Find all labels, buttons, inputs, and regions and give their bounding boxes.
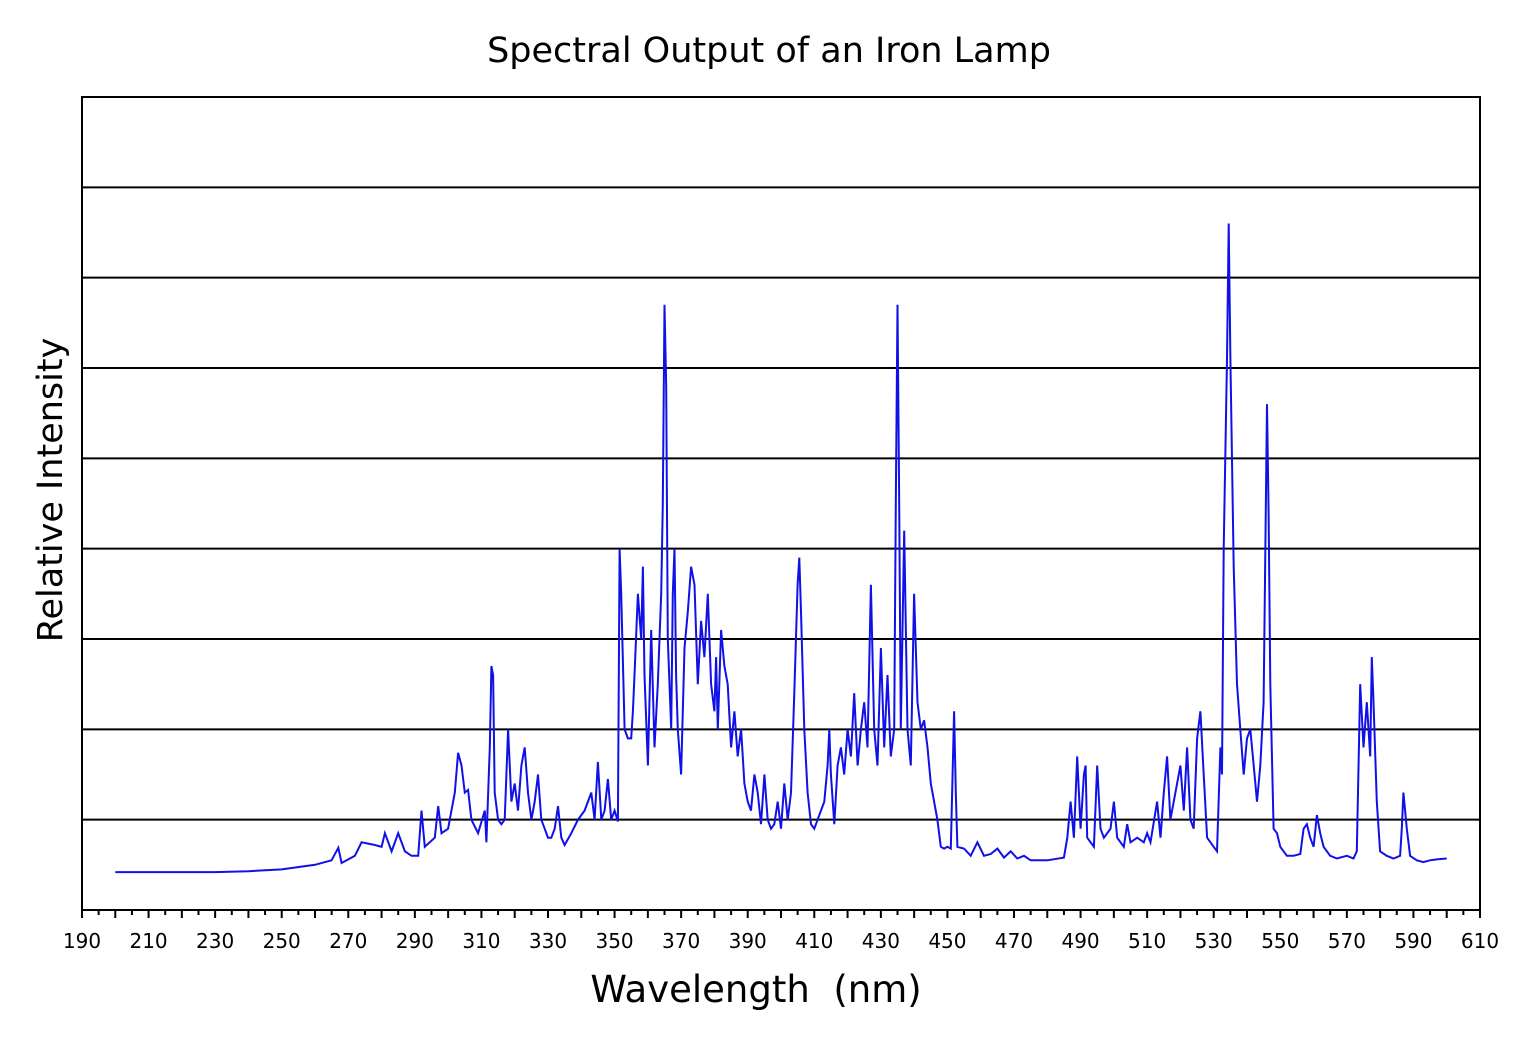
- x-axis-tick-labels: 190 210 230 250 270 290 310 330 350 370 390 410 430 4…: [63, 929, 1499, 953]
- x-tick-label: 510: [1128, 929, 1166, 953]
- x-tick-label: 390: [729, 929, 767, 953]
- x-tick-label: 590: [1394, 929, 1432, 953]
- x-tick-label: 470: [995, 929, 1033, 953]
- x-tick-label: 270: [329, 929, 367, 953]
- x-tick-label: 350: [595, 929, 633, 953]
- gridlines: [82, 186, 1480, 821]
- x-tick-label: 250: [263, 929, 301, 953]
- plot-frame: [81, 96, 1481, 911]
- spectrum-line: [115, 223, 1447, 874]
- x-tick-label: 230: [196, 929, 234, 953]
- x-tick-label: 450: [928, 929, 966, 953]
- x-axis-label: Wavelength (nm): [590, 968, 921, 1011]
- x-tick-label: 410: [795, 929, 833, 953]
- chart-title: Spectral Output of an Iron Lamp: [487, 31, 1051, 71]
- x-tick-label: 330: [529, 929, 567, 953]
- x-tick-label: 610: [1461, 929, 1499, 953]
- x-axis-ticks: [81, 910, 1481, 918]
- x-tick-label: 530: [1195, 929, 1233, 953]
- x-tick-label: 190: [63, 929, 101, 953]
- x-tick-label: 570: [1328, 929, 1366, 953]
- y-axis-label: Relative Intensity: [31, 338, 71, 643]
- x-tick-label: 550: [1261, 929, 1299, 953]
- x-tick-label: 430: [862, 929, 900, 953]
- x-tick-label: 290: [396, 929, 434, 953]
- x-tick-label: 490: [1061, 929, 1099, 953]
- x-tick-label: 370: [662, 929, 700, 953]
- x-tick-label: 310: [462, 929, 500, 953]
- x-tick-label: 210: [129, 929, 167, 953]
